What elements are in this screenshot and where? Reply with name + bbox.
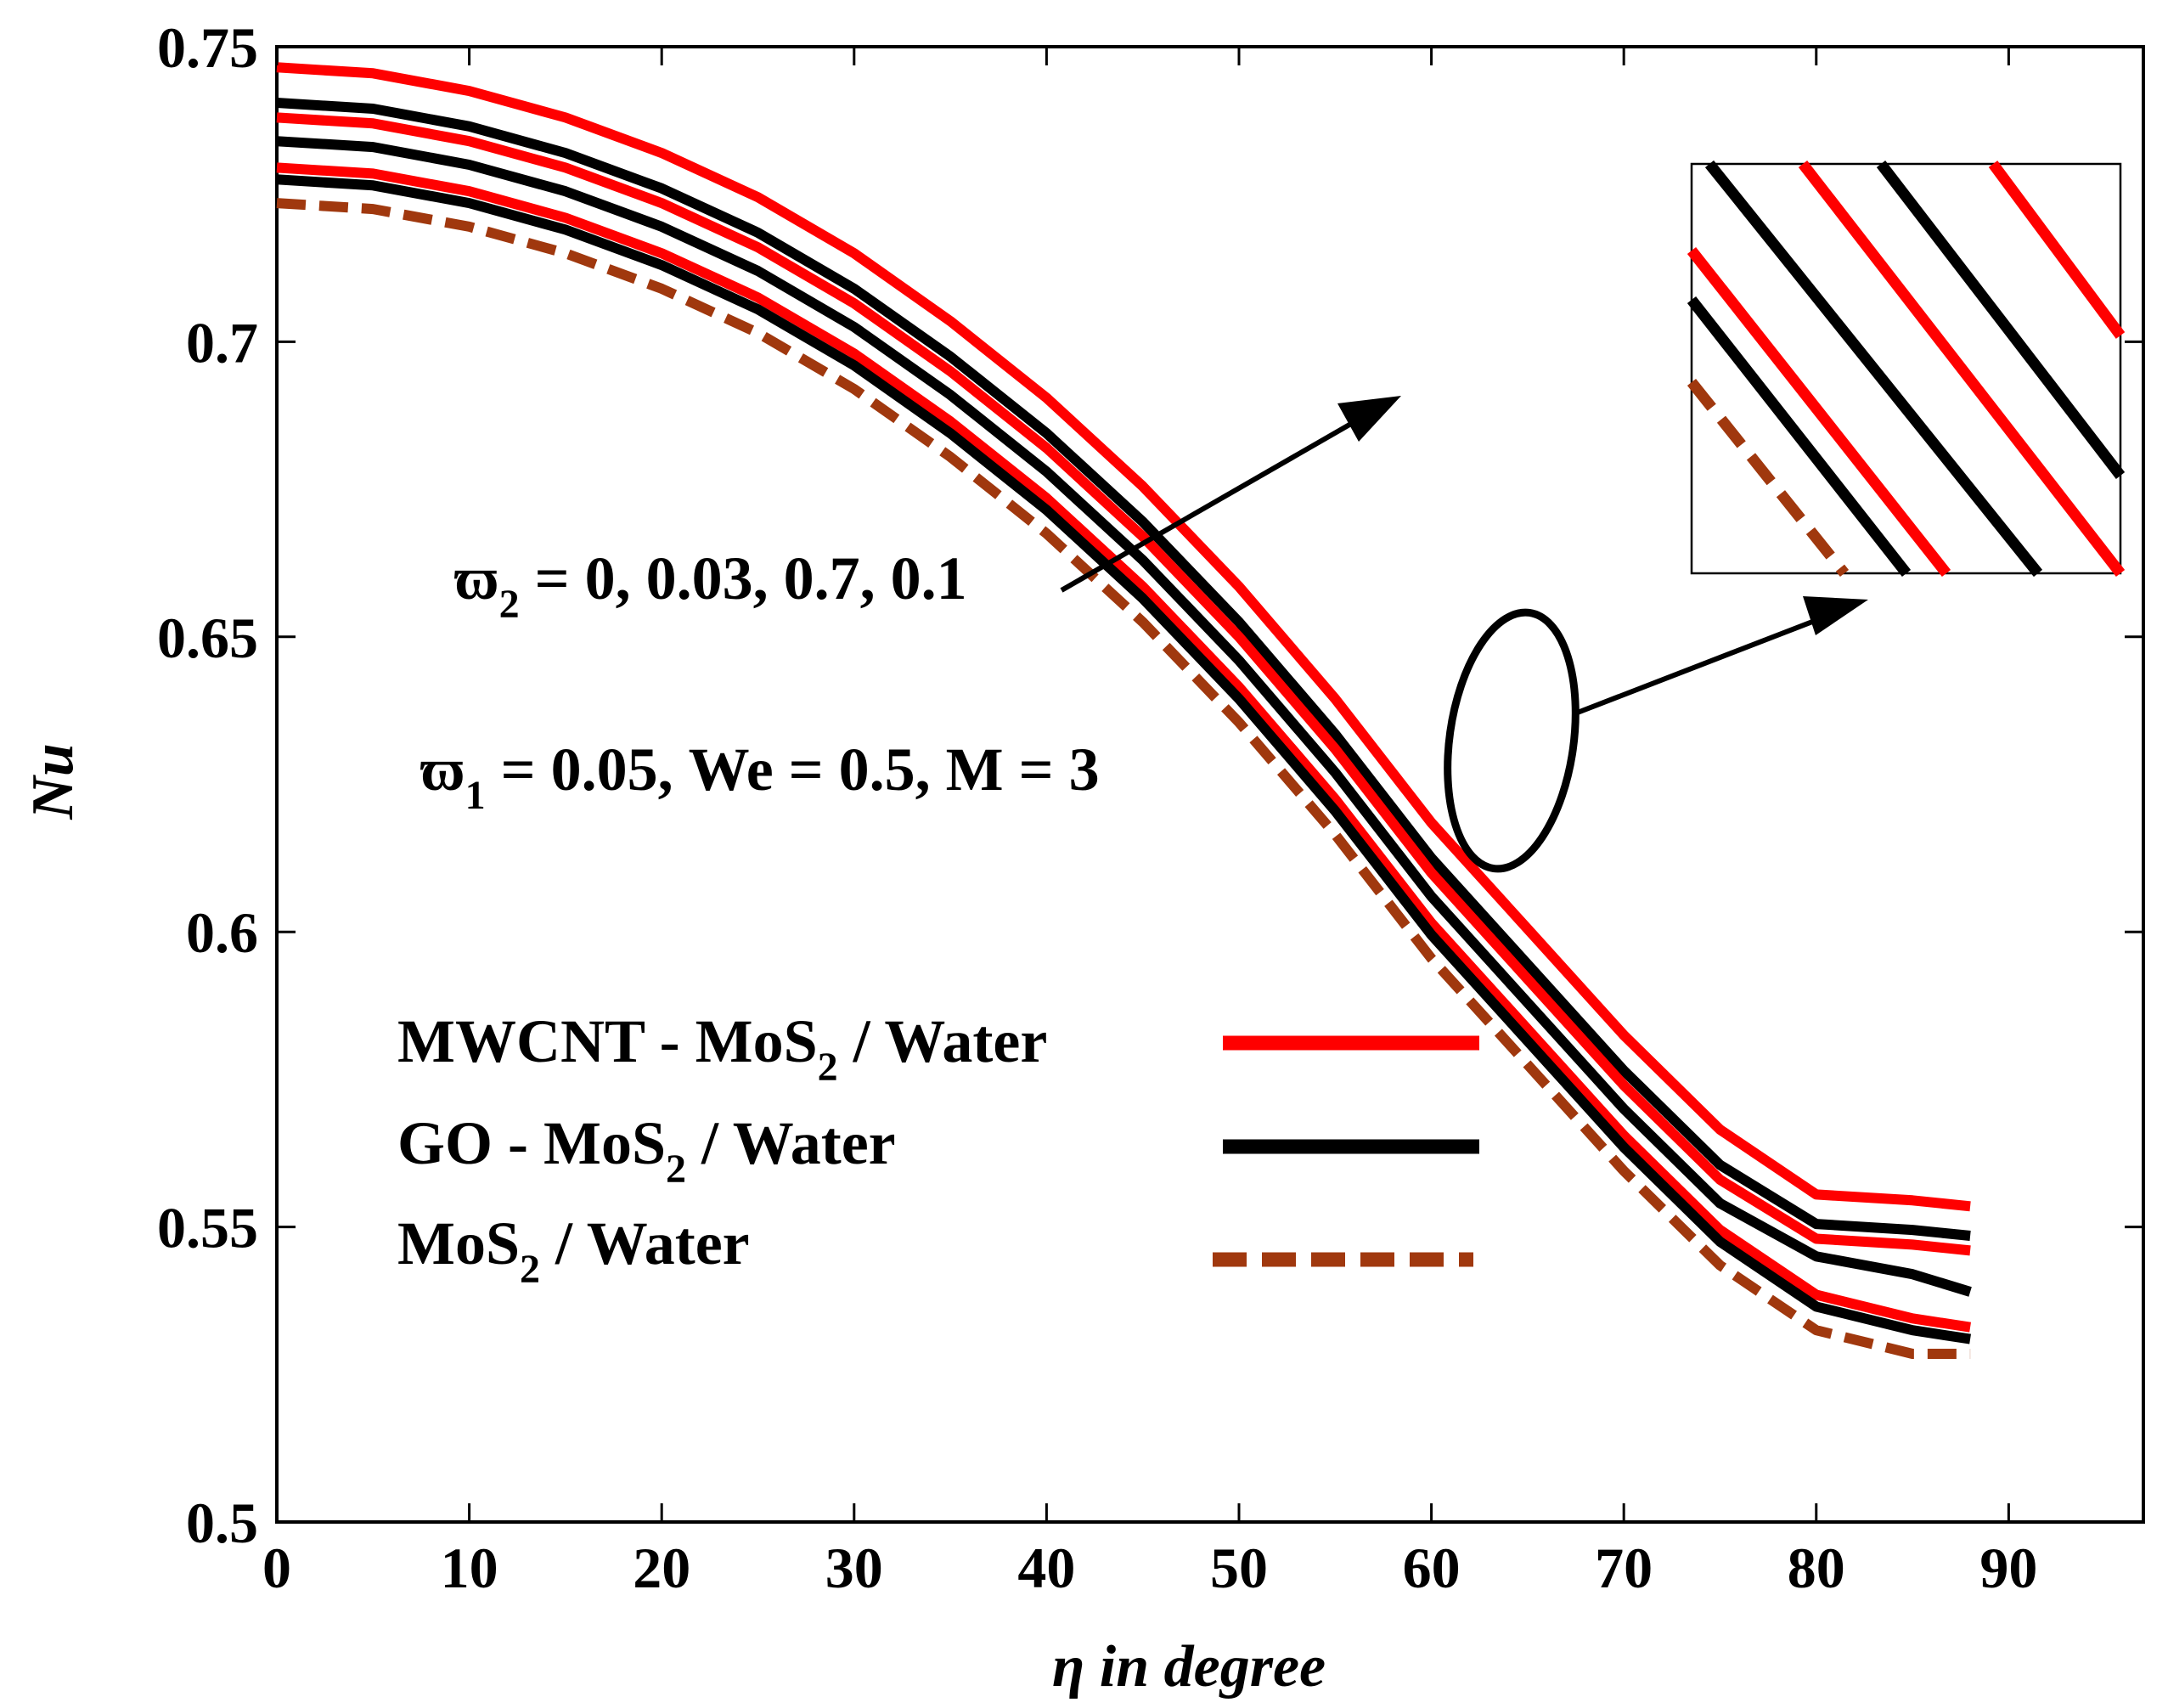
series-line-7 <box>276 198 1971 1359</box>
omega1-subscript: 1 <box>465 773 486 818</box>
x-tick-label-40: 40 <box>1017 1536 1075 1600</box>
y-tick-label-0.75: 0.75 <box>157 15 258 80</box>
series-line-3 <box>276 112 1971 1256</box>
x-axis-label: η in degree <box>1052 1634 1326 1700</box>
series-line-1 <box>276 62 1971 1212</box>
x-tick-label-70: 70 <box>1595 1536 1653 1600</box>
x-tick-label-80: 80 <box>1788 1536 1845 1600</box>
omega1-annotation: ϖ1 = 0.05, We = 0.5, M = 3 <box>420 736 1100 818</box>
legend-label-mwcnt: MWCNT - MoS2 / Water <box>397 1007 1047 1090</box>
series-line-2 <box>276 98 1971 1241</box>
y-tick-label-0.65: 0.65 <box>157 606 258 670</box>
y-tick-label-0.55: 0.55 <box>157 1196 258 1260</box>
y-tick-label-0.7: 0.7 <box>186 310 258 375</box>
x-tick-label-60: 60 <box>1403 1536 1461 1600</box>
inset-line-black-1 <box>1876 161 2126 479</box>
y-tick-label-0.5: 0.5 <box>186 1491 258 1555</box>
series-layer <box>276 62 1972 1359</box>
x-tick-label-50: 50 <box>1210 1536 1268 1600</box>
x-tick-label-10: 10 <box>441 1536 498 1600</box>
series-line-6 <box>276 174 1972 1344</box>
omega2-arrow-shaft <box>1060 412 1369 593</box>
inset-line-brown-dashed <box>1687 378 1850 578</box>
zoom-ellipse <box>1444 608 1580 873</box>
zoom-arrow-shaft <box>1574 611 1836 716</box>
y-axis-label: Nu <box>20 743 86 820</box>
tick-layer: 0 10 20 30 40 50 60 70 80 90 0.5 0.55 0.6 0.65 0.7 0.75 <box>157 15 2143 1600</box>
omega2-annotation: ϖ2 = 0, 0.03, 0.7, 0.1 <box>454 544 967 627</box>
legend-label-go: GO - MoS2 / Water <box>397 1109 896 1192</box>
omega2-subscript: 2 <box>499 582 520 627</box>
y-tick-label-0.6: 0.6 <box>186 900 258 965</box>
plot-area <box>275 45 2145 1524</box>
x-tick-label-0: 0 <box>262 1536 291 1600</box>
series-line-4 <box>276 136 1972 1297</box>
inset-line-black-2 <box>1704 160 2043 578</box>
x-tick-label-20: 20 <box>633 1536 690 1600</box>
inset-line-black-3 <box>1687 296 1912 578</box>
inset-line-red-2 <box>1798 161 2126 577</box>
x-tick-label-90: 90 <box>1979 1536 2037 1600</box>
legend-label-mos2: MoS2 / Water <box>397 1209 750 1292</box>
zoom-arrow-head <box>1803 596 1868 635</box>
legend: MWCNT - MoS2 / Water GO - MoS2 / Water M… <box>397 1007 1479 1292</box>
inset-line-red-1 <box>1988 161 2126 339</box>
omega2-arrow-head <box>1337 396 1401 442</box>
series-line-5 <box>276 162 1972 1333</box>
zoom-inset-lines <box>1687 160 2126 578</box>
x-tick-label-30: 30 <box>825 1536 883 1600</box>
inset-line-red-3 <box>1687 246 1951 578</box>
